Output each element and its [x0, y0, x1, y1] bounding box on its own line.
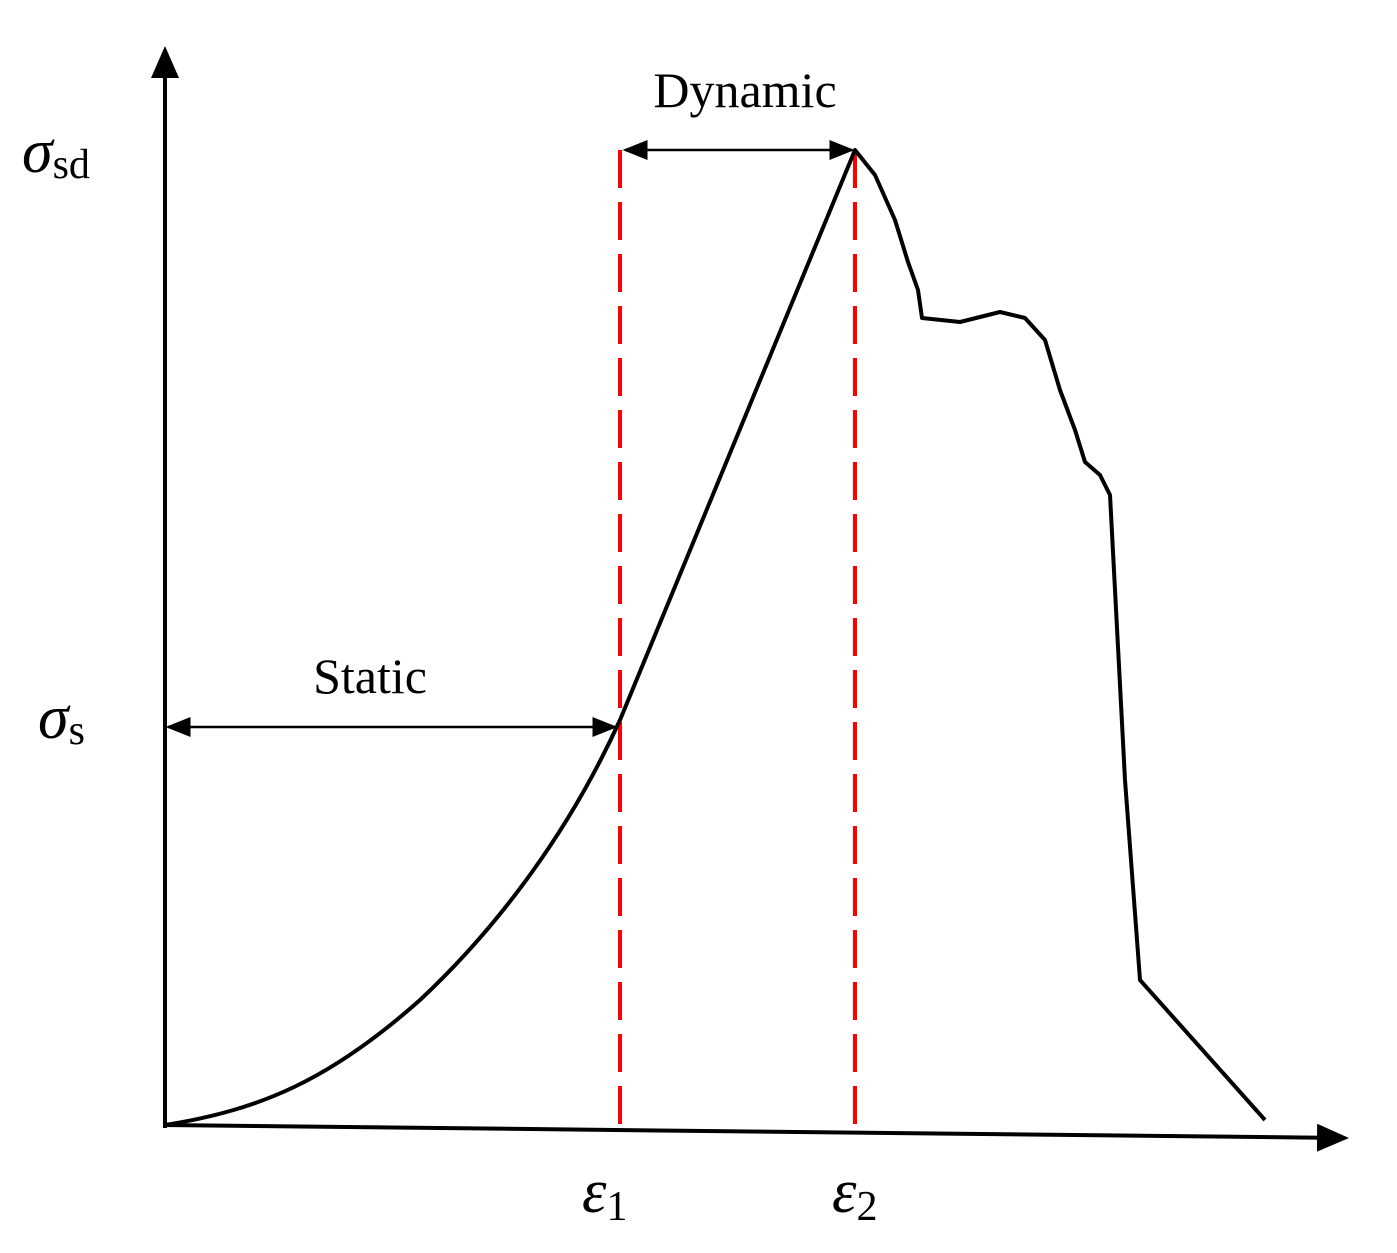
epsilon1-label: ε1 [582, 1158, 627, 1230]
stress-strain-curve [164, 148, 1267, 1127]
symbol: ε [832, 1158, 857, 1226]
subscript: 1 [606, 1184, 627, 1230]
epsilon2-label: ε2 [832, 1158, 877, 1230]
dynamic-label: Dynamic [653, 62, 836, 118]
symbol: σ [22, 118, 55, 186]
sigma-s-label: σs [38, 684, 85, 754]
subscript: 2 [856, 1184, 877, 1230]
symbol: σ [38, 684, 71, 752]
subscript: s [69, 708, 85, 754]
sigma-sd-label: σsd [22, 118, 90, 188]
x-axis [162, 1123, 1349, 1152]
static-label: Static [313, 648, 427, 704]
symbol: ε [582, 1158, 607, 1226]
subscript: sd [53, 142, 90, 188]
